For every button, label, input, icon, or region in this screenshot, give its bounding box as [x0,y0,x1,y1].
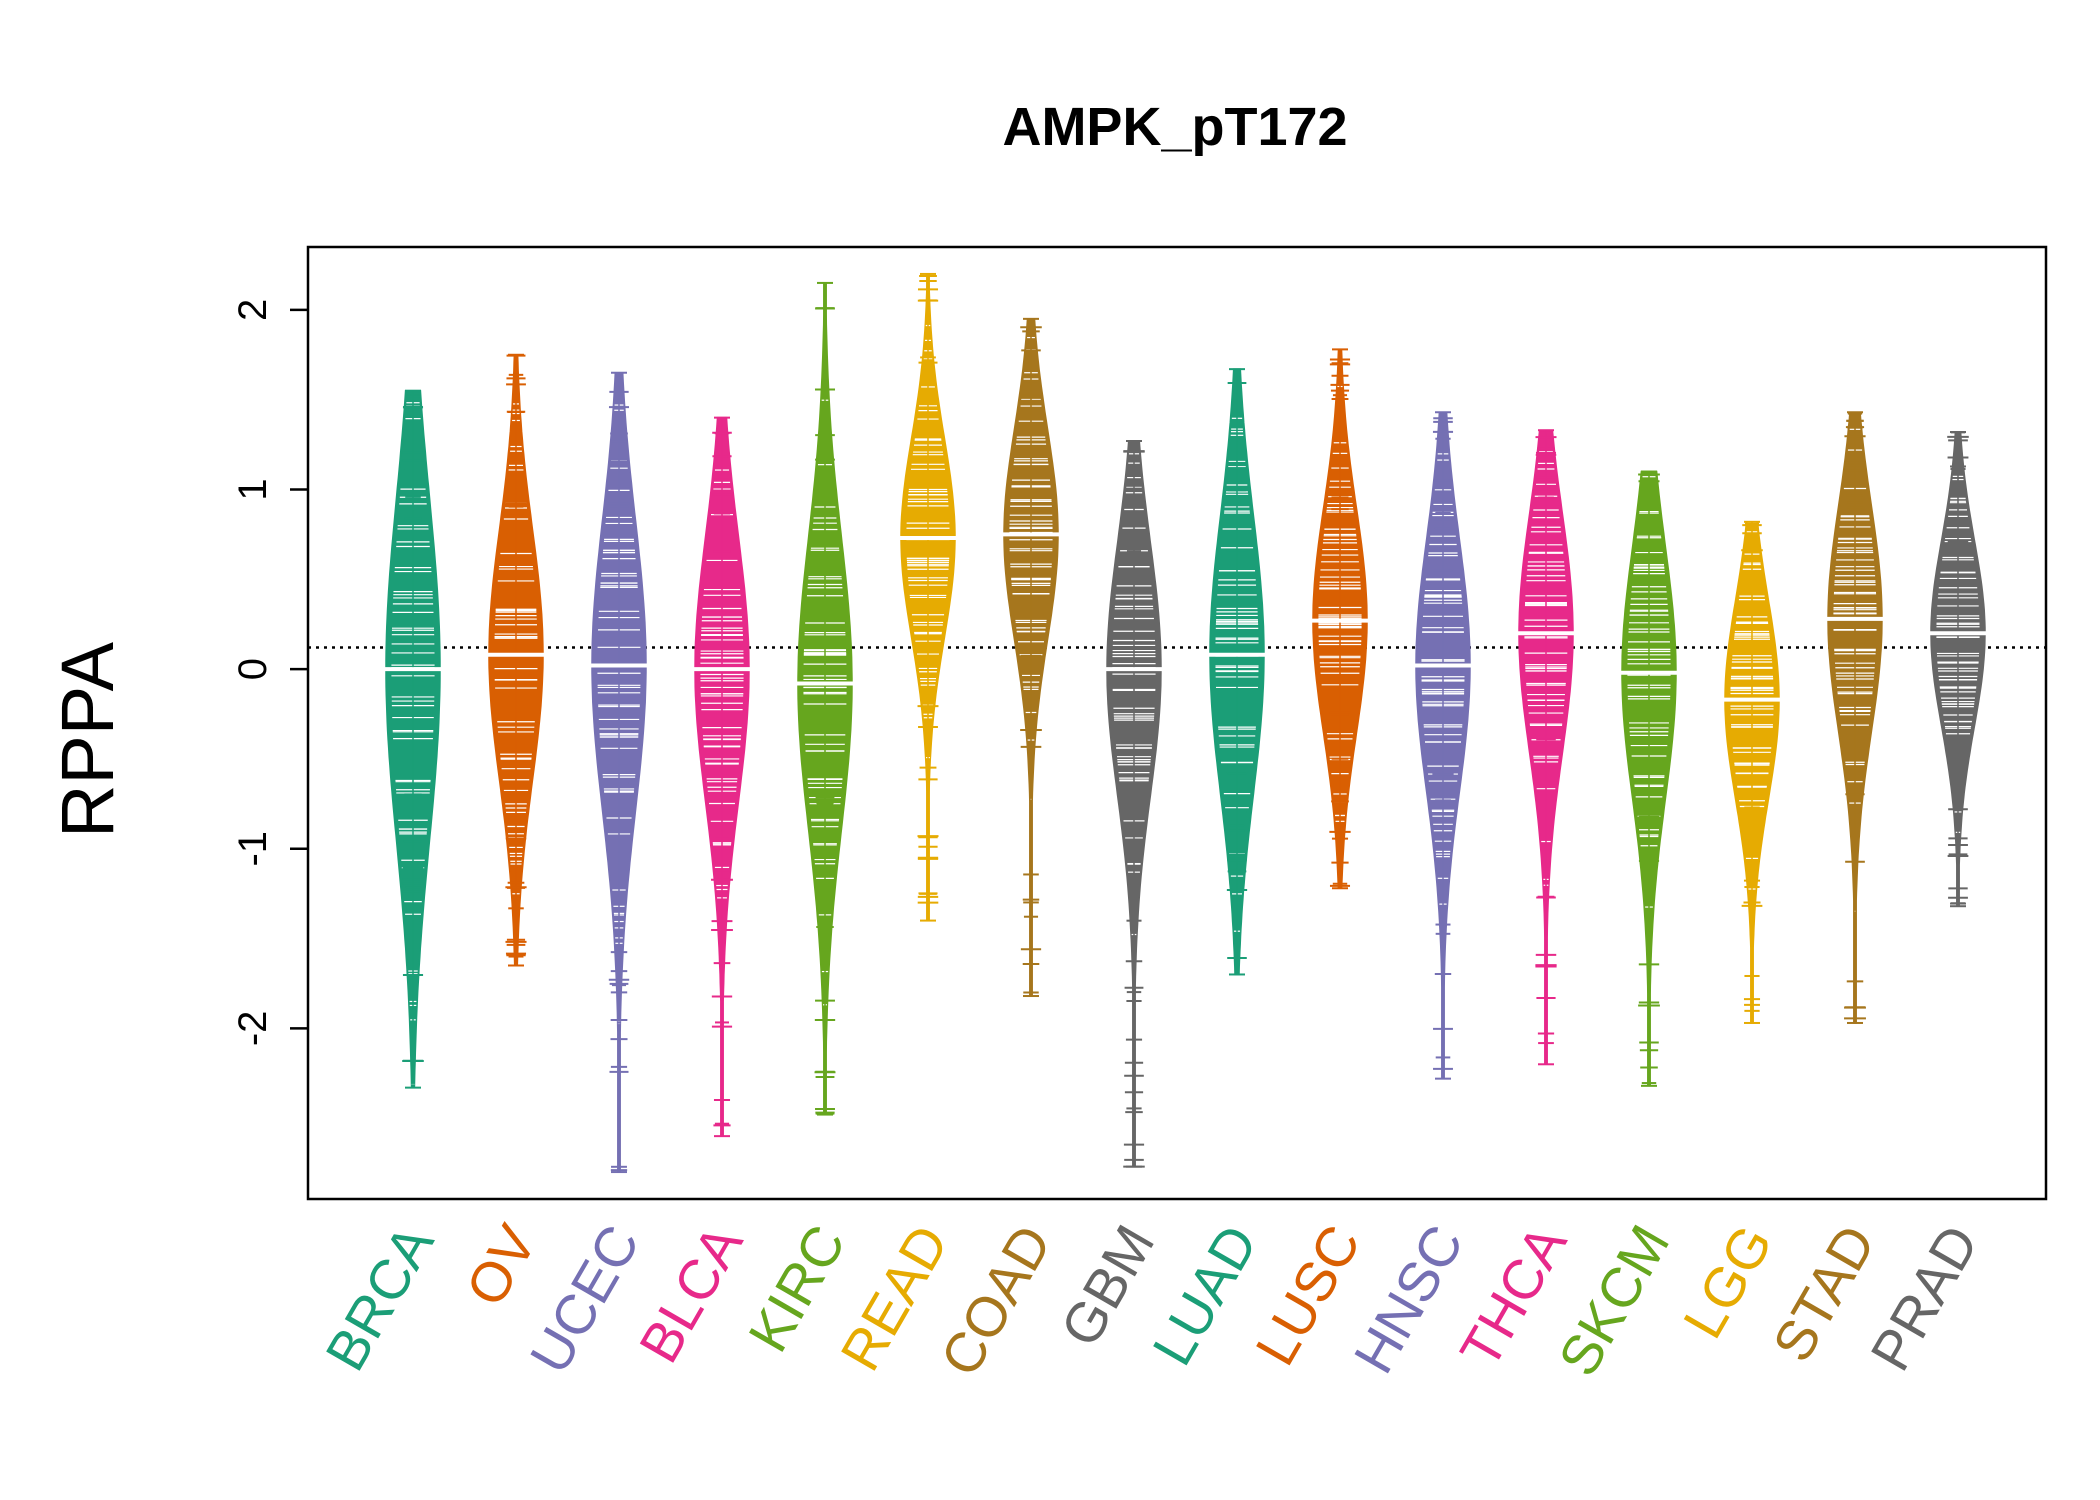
violin-prad [1929,431,1987,908]
plot-frame [306,245,2048,1201]
x-tick-label: OV [453,1214,548,1316]
y-axis: -2 -1 0 1 2 [231,299,308,1046]
y-tick-label: -2 [231,1011,275,1047]
violin-kirc [796,281,854,1116]
y-tick-label: 0 [231,658,275,680]
violin-thca [1517,429,1575,1066]
y-tick-label: 1 [231,478,275,500]
y-tick-label: -1 [231,831,275,867]
violin-hnsc [1414,411,1472,1080]
violin-ucec [590,371,648,1174]
violin-read [899,272,957,922]
violin-brca [384,389,442,1089]
violin-skcm [1620,470,1678,1087]
y-tick-label: 2 [231,299,275,321]
y-axis-label: RPPA [46,641,129,838]
violin-stad [1826,411,1884,1024]
violin-luad [1208,368,1266,976]
violin-coad [1002,317,1060,998]
x-tick-label: BLCA [627,1214,755,1373]
violin-ov [487,353,545,967]
x-tick-label: PRAD [1858,1215,1990,1381]
x-tick-label: LUAD [1140,1215,1269,1376]
violin-blca [693,416,751,1138]
violin-lgg [1723,520,1781,1024]
x-tick-label: BRCA [313,1214,446,1381]
violin-gbm [1105,439,1163,1168]
x-axis-labels: BRCA OVUCECBLCAKIRCREADCOADGBMLUADLUSCHNS… [313,1214,1990,1386]
plot-area [308,272,2046,1174]
violin-lusc [1311,348,1369,890]
chart-title: AMPK_pT172 [1002,97,1347,157]
